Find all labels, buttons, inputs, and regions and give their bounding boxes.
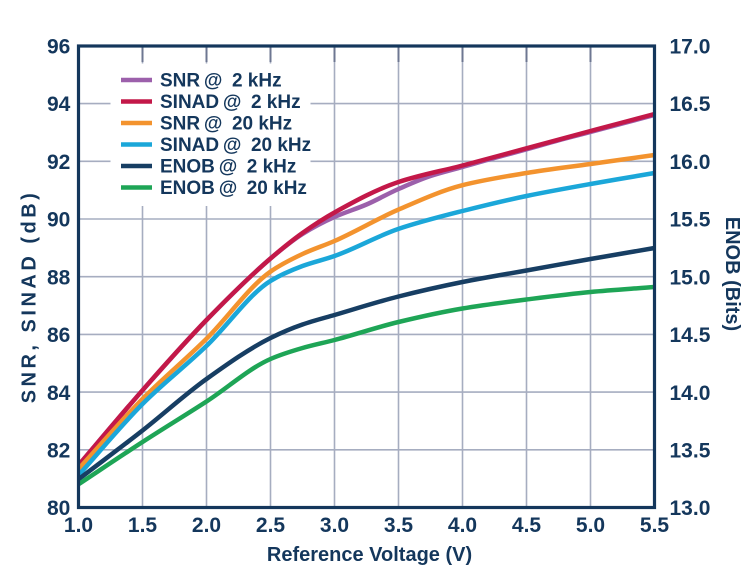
svg-text:5.5: 5.5	[640, 514, 670, 537]
svg-text:94: 94	[47, 93, 71, 116]
svg-text:2.5: 2.5	[256, 514, 286, 537]
svg-text:SNR @ 2 kHz: SNR @ 2 kHz	[160, 71, 282, 92]
svg-text:14.5: 14.5	[670, 324, 711, 347]
svg-text:SNR @ 20 kHz: SNR @ 20 kHz	[160, 114, 292, 135]
svg-text:17.0: 17.0	[670, 36, 711, 59]
svg-text:SINAD @ 20 kHz: SINAD @ 20 kHz	[160, 135, 311, 156]
svg-text:14.0: 14.0	[670, 382, 711, 405]
svg-text:5.0: 5.0	[576, 514, 605, 537]
svg-text:1.0: 1.0	[64, 514, 93, 537]
svg-text:15.0: 15.0	[670, 266, 711, 289]
svg-text:3.0: 3.0	[320, 514, 349, 537]
svg-text:3.5: 3.5	[384, 514, 414, 537]
svg-text:80: 80	[47, 497, 70, 520]
svg-text:16.0: 16.0	[670, 151, 711, 174]
svg-text:92: 92	[47, 151, 70, 174]
svg-text:88: 88	[47, 266, 71, 289]
svg-text:16.5: 16.5	[670, 93, 711, 116]
svg-text:2.0: 2.0	[192, 514, 221, 537]
svg-text:96: 96	[47, 36, 70, 59]
svg-text:ENOB (Bits): ENOB (Bits)	[721, 217, 743, 331]
svg-text:90: 90	[47, 209, 70, 232]
svg-text:ENOB @ 2 kHz: ENOB @ 2 kHz	[160, 157, 296, 178]
svg-text:Reference Voltage (V): Reference Voltage (V)	[267, 544, 472, 566]
svg-text:84: 84	[47, 382, 71, 405]
svg-text:15.5: 15.5	[670, 209, 711, 232]
svg-text:SINAD @ 2 kHz: SINAD @ 2 kHz	[160, 92, 301, 113]
svg-text:13.5: 13.5	[670, 439, 711, 462]
svg-text:1.5: 1.5	[128, 514, 158, 537]
svg-text:4.5: 4.5	[512, 514, 542, 537]
svg-text:SNR, SINAD (dB): SNR, SINAD (dB)	[19, 190, 41, 404]
svg-text:82: 82	[47, 439, 70, 462]
svg-text:86: 86	[47, 324, 70, 347]
svg-text:13.0: 13.0	[670, 497, 711, 520]
svg-text:4.0: 4.0	[448, 514, 477, 537]
svg-text:ENOB @ 20 kHz: ENOB @ 20 kHz	[160, 178, 307, 199]
